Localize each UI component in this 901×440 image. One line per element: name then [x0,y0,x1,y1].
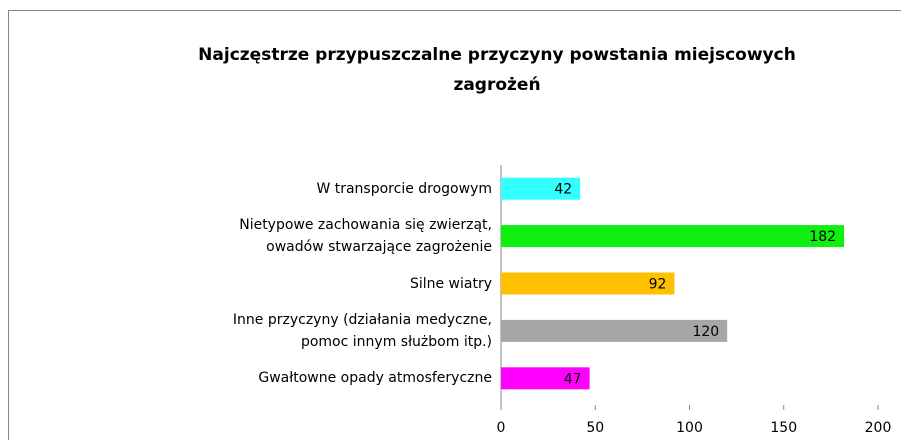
y-tick-label: Gwałtowne opady atmosferyczne [258,370,492,387]
x-tick-label: 0 [497,420,506,436]
x-tick-label: 100 [676,420,703,436]
bar [501,319,728,342]
chart-title: Najczęstrze przypuszczalne przyczyny pow… [198,45,796,95]
y-tick-label: W transporcie drogowym [316,180,492,197]
chart-frame [8,10,901,440]
value-label: 182 [809,229,836,245]
value-label: 47 [564,371,582,387]
bar [501,272,675,295]
bar [501,367,590,390]
bar [501,177,581,200]
y-tick-label: Nietypowe zachowania się zwierząt, owadó… [239,217,492,256]
x-tick-label: 50 [586,420,604,436]
x-tick-label: 150 [770,420,797,436]
bar [501,225,845,248]
y-tick-label: Inne przyczyny (działania medyczne, pomo… [232,311,492,350]
value-label: 120 [692,324,719,340]
value-label: 42 [554,182,572,198]
value-label: 92 [649,277,667,293]
x-tick-label: 200 [865,420,892,436]
y-tick-label: Silne wiatry [409,275,492,292]
